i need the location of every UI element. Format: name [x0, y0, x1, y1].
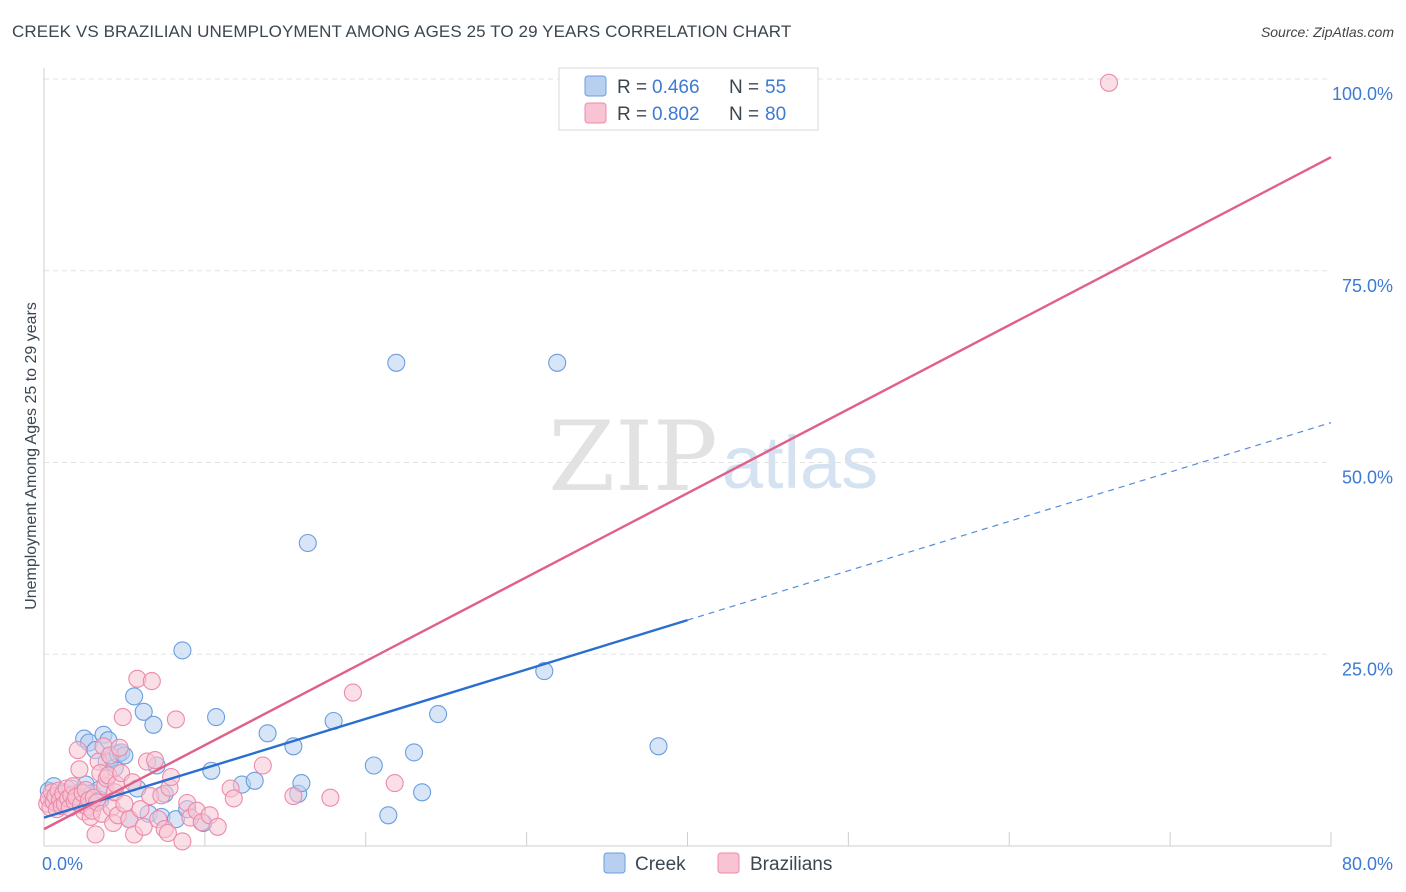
brazilians-point-74 [224, 789, 243, 808]
y-tick-label-0: 25.0% [1342, 659, 1393, 679]
creek-n-label: N = [729, 77, 759, 98]
creek-point-50 [364, 756, 383, 775]
chart-source: Source: ZipAtlas.com [1260, 24, 1394, 40]
creek-r-label: R = [617, 77, 647, 98]
creek-point-58 [649, 737, 668, 756]
brazilians-point-77 [321, 788, 340, 807]
x-ticks [204, 832, 1332, 846]
brazilians-point-75 [253, 756, 272, 775]
grid [44, 78, 1331, 655]
creek-point-57 [548, 353, 567, 372]
creek-point-51 [379, 806, 398, 825]
y-tick-labels: 25.0% 50.0% 75.0% 100.0% [1332, 84, 1393, 679]
brazilians-point-62 [158, 823, 177, 843]
creek-point-55 [429, 705, 448, 724]
brazilians-trendline [43, 156, 1332, 831]
brazilians-point-19 [68, 741, 87, 760]
brazilians-point-54 [134, 817, 153, 836]
creek-n-value: 55 [765, 77, 786, 98]
creek-trendline [43, 618, 688, 819]
creek-point-43 [245, 771, 264, 790]
brazilians-point-47 [113, 708, 132, 727]
trendlines [43, 156, 1332, 831]
x-tick-label-0: 0.0% [42, 854, 83, 874]
brazilians-point-79 [385, 774, 404, 793]
brazilians-point-45 [110, 738, 129, 757]
brazilians-point-76 [284, 787, 303, 806]
brazilians-r-label: R = [617, 104, 647, 125]
chart-title: CREEK VS BRAZILIAN UNEMPLOYMENT AMONG AG… [12, 22, 792, 41]
brazilians-legend-swatch [584, 102, 607, 124]
y-tick-label-1: 50.0% [1342, 468, 1393, 488]
creek-point-28 [125, 687, 144, 706]
brazilians-bottom-swatch [717, 852, 740, 874]
creek-point-56 [535, 662, 554, 681]
creek-r-value: 0.466 [652, 77, 700, 98]
watermark-zip: ZIP [548, 401, 717, 513]
brazilians-point-48 [115, 794, 134, 813]
creek-point-30 [134, 702, 153, 721]
brazilians-point-20 [70, 760, 89, 779]
creek-legend-swatch [584, 75, 607, 97]
watermark: ZIP atlas [548, 401, 878, 513]
brazilians-point-57 [142, 672, 161, 691]
creek-bottom-swatch [603, 852, 626, 874]
y-tick-label-3: 100.0% [1332, 84, 1393, 104]
series-legend: Creek Brazilians [603, 852, 832, 875]
brazilians-legend-label: Brazilians [750, 854, 832, 875]
brazilians-n-label: N = [729, 104, 759, 125]
brazilians-r-value: 0.802 [652, 104, 700, 125]
brazilians-point-78 [343, 683, 362, 702]
creek-point-32 [144, 715, 163, 734]
creek-point-41 [207, 708, 226, 727]
y-tick-label-2: 75.0% [1342, 276, 1393, 296]
y-axis-label: Unemployment Among Ages 25 to 29 years [23, 302, 40, 610]
stats-legend: R = 0.466 N = 55 R = 0.802 N = 80 [558, 67, 819, 131]
brazilians-point-80 [1099, 73, 1119, 92]
creek-point-54 [413, 783, 432, 802]
brazilians-points [38, 73, 1119, 851]
x-tick-label-1: 80.0% [1342, 854, 1393, 874]
brazilians-point-53 [131, 800, 150, 819]
creek-legend-label: Creek [635, 854, 686, 875]
creek-point-53 [404, 743, 424, 762]
x-tick-labels: 0.0% 80.0% [42, 854, 1393, 874]
brazilians-point-72 [208, 817, 227, 836]
creek-point-48 [298, 533, 317, 553]
brazilians-point-58 [145, 751, 165, 770]
brazilians-point-30 [86, 825, 105, 844]
creek-point-37 [173, 641, 192, 660]
brazilians-n-value: 80 [765, 104, 786, 125]
creek-trendline-extrapolated [687, 422, 1332, 621]
brazilians-point-65 [166, 710, 185, 729]
creek-point-52 [387, 353, 406, 372]
creek-point-47 [292, 774, 311, 793]
creek-point-44 [258, 724, 277, 743]
brazilians-point-66 [173, 832, 192, 851]
